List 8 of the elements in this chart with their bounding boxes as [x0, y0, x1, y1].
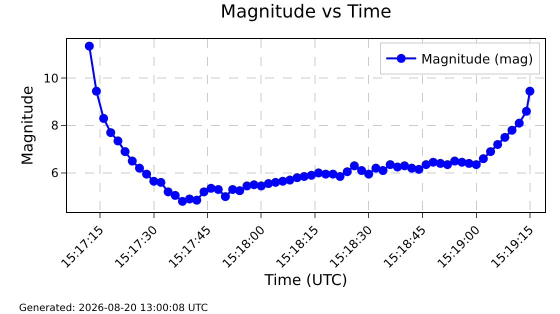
- x-axis-title: Time (UTC): [264, 270, 348, 289]
- y-tick-label: 6: [50, 166, 59, 180]
- y-tick-label: 10: [43, 71, 59, 86]
- y-axis-title: Magnitude: [18, 86, 37, 166]
- chart-title: Magnitude vs Time: [220, 1, 392, 22]
- text: Generated: 2026-08-20 13:00:08 UTC: [19, 303, 208, 314]
- y-tick-label: 8: [50, 118, 59, 133]
- legend-label: Magnitude (mag): [421, 52, 534, 68]
